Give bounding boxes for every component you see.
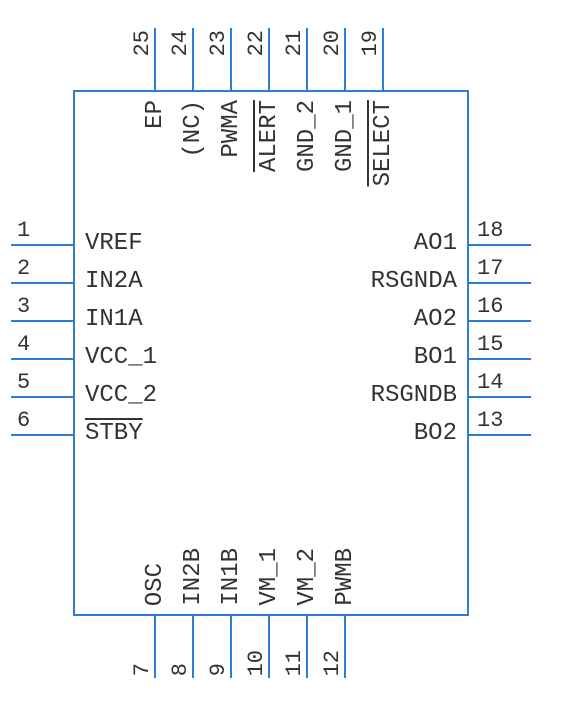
pin-number-10: 10 bbox=[244, 650, 269, 676]
pin-number-18: 18 bbox=[477, 218, 503, 243]
pin-line-18 bbox=[469, 244, 531, 246]
pin-number-6: 6 bbox=[17, 408, 30, 433]
pin-line-1 bbox=[11, 244, 73, 246]
pin-line-13 bbox=[469, 434, 531, 436]
pin-label-20: GND_1 bbox=[332, 100, 359, 172]
pin-line-14 bbox=[469, 396, 531, 398]
pin-number-8: 8 bbox=[168, 663, 193, 676]
pin-number-25: 25 bbox=[130, 30, 155, 56]
pin-number-5: 5 bbox=[17, 370, 30, 395]
pin-number-13: 13 bbox=[477, 408, 503, 433]
pin-number-11: 11 bbox=[282, 650, 307, 676]
pin-number-1: 1 bbox=[17, 218, 30, 243]
pin-label-15: BO1 bbox=[414, 344, 457, 371]
pin-number-3: 3 bbox=[17, 294, 30, 319]
pin-label-17: RSGNDA bbox=[371, 268, 457, 295]
pin-line-3 bbox=[11, 320, 73, 322]
pin-label-1: VREF bbox=[85, 230, 143, 257]
pin-label-11: VM_2 bbox=[294, 548, 321, 606]
pin-number-16: 16 bbox=[477, 294, 503, 319]
pin-number-21: 21 bbox=[282, 30, 307, 56]
pin-number-12: 12 bbox=[320, 650, 345, 676]
pin-line-6 bbox=[11, 434, 73, 436]
pin-label-7: OSC bbox=[142, 563, 169, 606]
pin-label-10: VM_1 bbox=[256, 548, 283, 606]
pin-label-25: EP bbox=[142, 100, 169, 129]
pin-number-9: 9 bbox=[206, 663, 231, 676]
pin-number-24: 24 bbox=[168, 30, 193, 56]
pin-line-4 bbox=[11, 358, 73, 360]
pin-number-23: 23 bbox=[206, 30, 231, 56]
pin-line-17 bbox=[469, 282, 531, 284]
pin-number-19: 19 bbox=[358, 30, 383, 56]
pin-line-16 bbox=[469, 320, 531, 322]
pin-label-5: VCC_2 bbox=[85, 382, 157, 409]
pin-number-17: 17 bbox=[477, 256, 503, 281]
pin-number-20: 20 bbox=[320, 30, 345, 56]
pin-line-5 bbox=[11, 396, 73, 398]
pin-label-21: GND_2 bbox=[294, 100, 321, 172]
pin-label-22: ALERT bbox=[256, 100, 283, 172]
pin-label-14: RSGNDB bbox=[371, 382, 457, 409]
pin-line-15 bbox=[469, 358, 531, 360]
pin-label-18: AO1 bbox=[414, 230, 457, 257]
pin-line-2 bbox=[11, 282, 73, 284]
pin-label-2: IN2A bbox=[85, 268, 143, 295]
pin-label-19: SELECT bbox=[370, 100, 397, 186]
pin-label-8: IN2B bbox=[180, 548, 207, 606]
pin-number-7: 7 bbox=[130, 663, 155, 676]
pin-label-23: PWMA bbox=[218, 100, 245, 158]
pin-number-2: 2 bbox=[17, 256, 30, 281]
pin-label-12: PWMB bbox=[332, 548, 359, 606]
pin-label-3: IN1A bbox=[85, 306, 143, 333]
pin-label-24: (NC) bbox=[180, 100, 207, 158]
pin-number-4: 4 bbox=[17, 332, 30, 357]
pin-number-14: 14 bbox=[477, 370, 503, 395]
pin-number-22: 22 bbox=[244, 30, 269, 56]
pin-label-9: IN1B bbox=[218, 548, 245, 606]
pin-label-16: AO2 bbox=[414, 306, 457, 333]
pin-label-4: VCC_1 bbox=[85, 344, 157, 371]
pin-label-6: STBY bbox=[85, 420, 143, 447]
pin-number-15: 15 bbox=[477, 332, 503, 357]
pin-label-13: BO2 bbox=[414, 420, 457, 447]
